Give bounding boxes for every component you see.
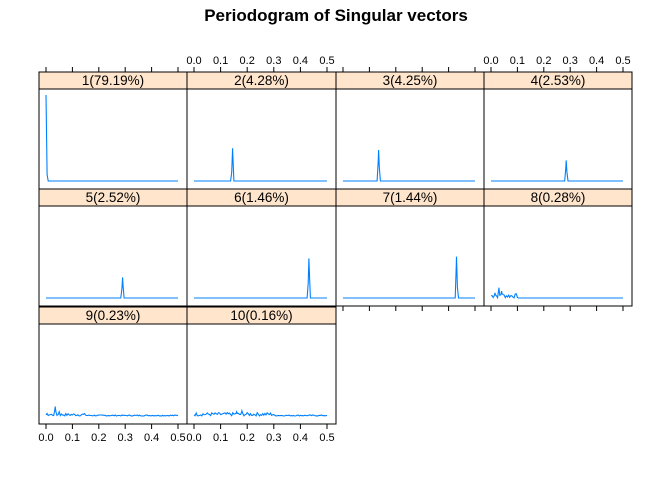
x-tick-label: 0.1 bbox=[213, 55, 228, 67]
series-line bbox=[45, 94, 178, 182]
series-line bbox=[194, 258, 327, 299]
x-tick-label: 0.5 bbox=[319, 432, 334, 444]
series-line bbox=[193, 408, 328, 417]
x-tick-label: 0.0 bbox=[186, 55, 201, 67]
x-tick-label: 0.5 bbox=[170, 432, 185, 444]
panel-frame bbox=[483, 205, 633, 307]
x-tick-label: 0.1 bbox=[65, 432, 80, 444]
series-line bbox=[343, 149, 475, 182]
x-tick-label: 0.5 bbox=[615, 55, 630, 67]
x-tick-label: 0.0 bbox=[186, 432, 201, 444]
panel-strip-label: 6(1.46%) bbox=[234, 190, 289, 205]
series-line bbox=[194, 148, 327, 182]
panel-frame bbox=[335, 205, 485, 307]
x-tick-label: 0.4 bbox=[293, 432, 308, 444]
series-line bbox=[45, 406, 179, 417]
panel-frame bbox=[483, 88, 633, 190]
x-tick-label: 0.5 bbox=[319, 55, 334, 67]
series-line bbox=[490, 287, 623, 300]
x-tick-label: 0.3 bbox=[563, 55, 578, 67]
x-tick-label: 0.4 bbox=[589, 55, 604, 67]
panel-strip-label: 1(79.19%) bbox=[82, 73, 144, 88]
x-tick-label: 0.2 bbox=[91, 432, 106, 444]
panel-frame bbox=[38, 88, 188, 190]
x-tick-label: 0.2 bbox=[536, 55, 551, 67]
panel-frame bbox=[186, 205, 337, 307]
x-tick-label: 0.1 bbox=[510, 55, 525, 67]
series-line bbox=[491, 160, 623, 182]
series-line bbox=[46, 277, 178, 299]
series-line bbox=[343, 256, 475, 299]
x-tick-label: 0.3 bbox=[266, 432, 281, 444]
panel-frame bbox=[186, 88, 337, 190]
x-tick-label: 0.2 bbox=[240, 432, 255, 444]
panel-strip-label: 7(1.44%) bbox=[383, 190, 438, 205]
x-tick-label: 0.0 bbox=[483, 55, 498, 67]
panel-frame bbox=[335, 88, 485, 190]
x-tick-label: 0.1 bbox=[213, 432, 228, 444]
panel-strip-label: 10(0.16%) bbox=[230, 308, 292, 323]
x-tick-label: 0.3 bbox=[118, 432, 133, 444]
panel-strip-label: 3(4.25%) bbox=[383, 73, 438, 88]
panel-frame bbox=[38, 323, 188, 425]
panel-strip-label: 5(2.52%) bbox=[86, 190, 141, 205]
x-tick-label: 0.3 bbox=[266, 55, 281, 67]
panel-frame bbox=[38, 205, 188, 307]
x-tick-label: 0.2 bbox=[240, 55, 255, 67]
chart-title: Periodogram of Singular vectors bbox=[204, 6, 468, 25]
panel-strip-label: 2(4.28%) bbox=[234, 73, 289, 88]
x-tick-label: 0.4 bbox=[293, 55, 308, 67]
panel-strip-label: 9(0.23%) bbox=[86, 308, 141, 323]
panel-frame bbox=[186, 323, 337, 425]
x-tick-label: 0.4 bbox=[144, 432, 159, 444]
panel-strip-label: 4(2.53%) bbox=[531, 73, 586, 88]
panel-strip-label: 8(0.28%) bbox=[531, 190, 586, 205]
x-tick-label: 0.0 bbox=[38, 432, 53, 444]
